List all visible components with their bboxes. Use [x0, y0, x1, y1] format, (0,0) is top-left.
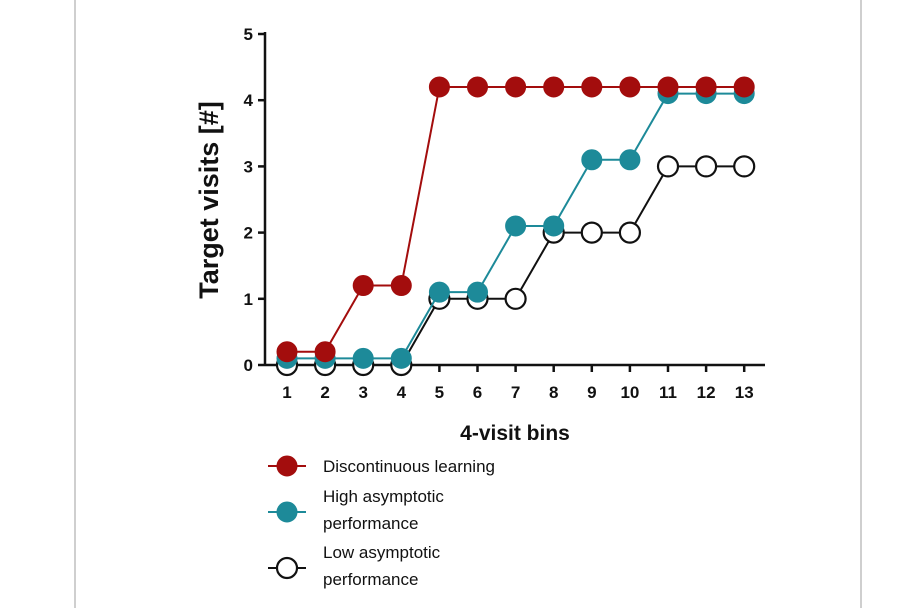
- y-tick-label: 3: [244, 157, 253, 176]
- legend-label: performance: [323, 514, 418, 533]
- legend-label: High asymptotic: [323, 487, 444, 506]
- data-point: [695, 76, 717, 98]
- y-tick-label: 0: [244, 356, 253, 375]
- x-tick-label: 1: [282, 383, 291, 402]
- legend-marker: [275, 556, 299, 580]
- legend-marker: [276, 501, 298, 523]
- data-point: [276, 341, 298, 363]
- x-tick-label: 10: [620, 383, 639, 402]
- data-point: [733, 76, 755, 98]
- data-point: [352, 275, 374, 297]
- x-tick-label: 11: [659, 383, 677, 402]
- x-tick-label: 12: [697, 383, 716, 402]
- legend-item: High asymptotic performance: [268, 487, 444, 533]
- x-tick-label: 8: [549, 383, 558, 402]
- x-tick-label: 3: [358, 383, 367, 402]
- data-point: [581, 76, 603, 98]
- data-point: [390, 275, 412, 297]
- data-point: [656, 155, 680, 178]
- data-point: [467, 281, 488, 303]
- x-tick-label: 5: [435, 383, 444, 402]
- x-tick-label: 13: [735, 383, 754, 402]
- legend-label: Discontinuous learning: [323, 457, 495, 476]
- legend-label: performance: [323, 570, 418, 589]
- y-axis-title: Target visits [#]: [194, 101, 224, 299]
- x-tick-label: 7: [511, 383, 520, 402]
- figure-frame: [74, 0, 862, 608]
- series-line: [287, 165, 745, 366]
- series-1: [276, 76, 755, 363]
- data-point: [428, 76, 450, 98]
- data-point: [619, 149, 641, 171]
- y-tick-label: 4: [244, 91, 254, 110]
- legend-marker: [276, 455, 298, 477]
- data-point: [543, 76, 565, 98]
- data-point: [504, 287, 527, 310]
- legend: Discontinuous learning High asymptotic per…: [268, 455, 495, 589]
- data-point: [580, 221, 603, 244]
- data-point: [619, 76, 641, 98]
- series-3: [275, 155, 756, 377]
- data-point: [657, 76, 679, 98]
- data-point: [581, 149, 603, 171]
- data-point: [543, 215, 565, 237]
- series-2: [276, 83, 755, 369]
- legend-item: Discontinuous learning: [268, 455, 495, 477]
- legend-item: Low asymptotic performance: [268, 543, 441, 589]
- x-axis-title: 4-visit bins: [460, 422, 570, 445]
- data-point: [352, 347, 374, 369]
- x-tick-label: 6: [473, 383, 482, 402]
- data-point: [505, 215, 527, 237]
- data-point: [694, 155, 718, 178]
- data-point: [428, 281, 450, 303]
- legend-label: Low asymptotic: [323, 543, 441, 562]
- series-layer: [275, 76, 756, 377]
- data-point: [467, 76, 488, 98]
- x-tick-label: 2: [320, 383, 329, 402]
- data-point: [733, 155, 756, 178]
- data-point: [314, 341, 336, 363]
- data-point: [390, 347, 412, 369]
- data-point: [505, 76, 527, 98]
- y-tick-label: 1: [244, 290, 253, 309]
- y-tick-label: 2: [244, 224, 253, 243]
- x-tick-label: 4: [397, 383, 407, 402]
- y-tick-label: 5: [244, 25, 253, 44]
- x-tick-label: 9: [587, 383, 596, 402]
- data-point: [618, 221, 642, 244]
